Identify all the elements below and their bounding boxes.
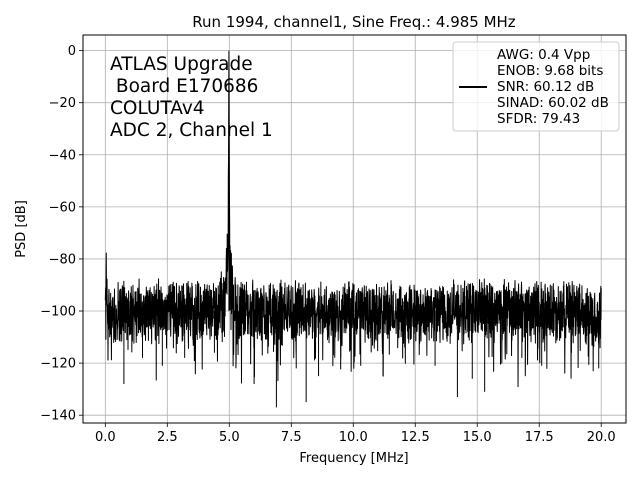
x-tick-label: 0.0 (95, 430, 116, 445)
legend-snr: SNR: 60.12 dB (497, 79, 594, 95)
annotation-line-2: Board E170686 (110, 76, 258, 97)
x-tick-label: 20.0 (587, 430, 616, 445)
y-tick-label: −80 (49, 252, 76, 267)
legend: AWG: 0.4 Vpp ENOB: 9.68 bits SNR: 60.12 … (452, 41, 620, 132)
x-axis-label: Frequency [MHz] (299, 451, 408, 466)
y-axis-label: PSD [dB] (14, 200, 29, 258)
psd-series-line (104, 50, 602, 408)
legend-sinad: SINAD: 60.02 dB (497, 95, 609, 111)
x-tick-label: 10.0 (339, 430, 368, 445)
annotation-line-4: ADC 2, Channel 1 (110, 120, 273, 141)
y-tick-label: −140 (40, 409, 76, 424)
board-annotation: ATLAS Upgrade Board E170686 COLUTAv4 ADC… (110, 54, 273, 141)
x-tick-label: 15.0 (463, 430, 492, 445)
y-tick-label: −120 (40, 357, 76, 372)
x-axis-ticks: 0.0 2.5 5.0 7.5 10.0 12.5 15.0 17.5 20.0 (95, 423, 616, 445)
x-tick-label: 7.5 (281, 430, 302, 445)
plot-frame (82, 34, 627, 424)
x-tick-label: 5.0 (219, 430, 240, 445)
y-tick-label: −40 (49, 148, 76, 163)
annotation-line-3: COLUTAv4 (110, 98, 205, 119)
y-tick-label: 0 (68, 44, 76, 59)
y-axis-ticks: 0 −20 −40 −60 −80 −100 −120 −140 (40, 44, 83, 424)
x-tick-label: 2.5 (157, 430, 178, 445)
x-tick-label: 17.5 (525, 430, 554, 445)
x-tick-label: 12.5 (401, 430, 430, 445)
legend-enob: ENOB: 9.68 bits (497, 63, 603, 79)
legend-sfdr: SFDR: 79.43 (497, 111, 580, 127)
y-tick-label: −60 (49, 200, 76, 215)
y-tick-label: −20 (49, 96, 76, 111)
y-tick-label: −100 (40, 305, 76, 320)
legend-awg: AWG: 0.4 Vpp (497, 47, 590, 63)
legend-box (452, 41, 620, 132)
chart-title: Run 1994, channel1, Sine Freq.: 4.985 MH… (192, 13, 516, 31)
annotation-line-1: ATLAS Upgrade (110, 54, 253, 75)
